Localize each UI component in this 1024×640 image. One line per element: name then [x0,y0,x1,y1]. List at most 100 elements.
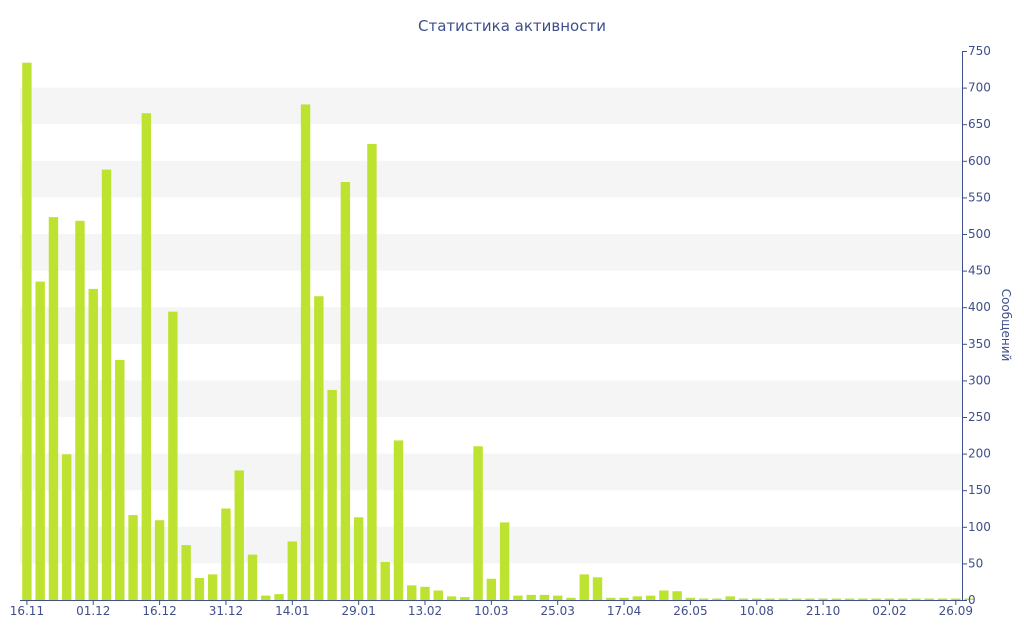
bar[interactable] [407,585,417,600]
y-tick-label: 350 [968,337,991,351]
bar[interactable] [752,598,762,600]
bar[interactable] [778,598,788,600]
y-tick-label: 600 [968,154,991,168]
bar[interactable] [473,446,483,600]
bar[interactable] [234,470,244,600]
y-axis-ticks: 0 50 100 150 200 250 300 350 400 450 500 550 600 650 7… [962,44,991,607]
bar[interactable] [964,598,974,600]
bar[interactable] [698,598,709,600]
bar[interactable] [446,596,457,600]
y-tick-label: 700 [968,81,991,95]
bar[interactable] [592,577,603,600]
bar[interactable] [513,595,523,600]
x-tick-label: 02.02 [872,604,906,618]
grid-band [20,160,962,198]
bar[interactable] [380,561,390,600]
x-tick-label: 10.03 [474,604,508,618]
bar[interactable] [725,596,735,600]
bar[interactable] [831,598,842,600]
bar[interactable] [911,598,921,600]
y-tick-label: 450 [968,264,991,278]
bar[interactable] [898,598,908,600]
bar[interactable] [22,62,32,600]
bar[interactable] [168,311,178,600]
bar[interactable] [539,594,550,600]
x-tick-label: 26.09 [939,604,973,618]
bar-series [22,62,974,601]
bar[interactable] [499,522,510,600]
y-tick-label: 150 [968,483,991,497]
bar[interactable] [433,590,443,600]
x-axis-ticks: 16.11 01.12 16.12 31.12 14.01 29.01 13.02 10.03… [10,600,973,618]
bar[interactable] [420,586,430,600]
grid-band [20,307,962,344]
bar[interactable] [659,590,669,600]
grid-bands [20,87,962,564]
bar[interactable] [818,598,828,600]
bar[interactable] [685,597,696,600]
bar[interactable] [141,113,152,600]
bar[interactable] [353,517,364,600]
bar[interactable] [393,440,404,600]
bar[interactable] [101,169,112,600]
bar[interactable] [553,595,563,600]
bar[interactable] [924,598,934,600]
y-tick-label: 650 [968,117,991,131]
y-tick-label: 50 [968,556,983,570]
bar[interactable] [154,520,165,600]
bar[interactable] [300,104,311,600]
x-tick-label: 25.03 [541,604,575,618]
y-tick-label: 250 [968,410,991,424]
x-tick-label: 26.05 [673,604,707,618]
bar[interactable] [48,217,59,600]
bar[interactable] [367,143,377,600]
bar[interactable] [884,598,895,600]
bar[interactable] [937,598,948,600]
bar[interactable] [486,578,497,600]
bar[interactable] [871,598,881,600]
x-tick-label: 01.12 [76,604,110,618]
bar[interactable] [35,281,45,600]
bar[interactable] [62,454,72,600]
bar[interactable] [712,598,722,600]
bar[interactable] [181,545,191,600]
bar[interactable] [606,597,616,600]
bar[interactable] [115,359,125,600]
bar[interactable] [579,574,589,600]
bar[interactable] [247,554,258,600]
bar[interactable] [327,389,337,600]
bar[interactable] [460,597,470,600]
bar[interactable] [632,596,643,600]
bar[interactable] [287,541,297,600]
y-tick-label: 500 [968,227,991,241]
grid-band [20,234,962,271]
bar[interactable] [619,597,629,600]
x-tick-label: 17.04 [607,604,641,618]
bar[interactable] [194,578,205,600]
bar[interactable] [128,515,138,600]
bar[interactable] [207,574,218,600]
x-tick-label: 13.02 [408,604,442,618]
x-tick-label: 14.01 [275,604,309,618]
bar[interactable] [951,598,961,600]
y-tick-label: 0 [968,593,976,607]
bar[interactable] [274,594,284,600]
bar[interactable] [765,598,775,600]
x-tick-label: 16.12 [142,604,176,618]
bar[interactable] [844,598,855,600]
bar[interactable] [221,508,231,601]
bar[interactable] [75,220,85,600]
bar[interactable] [805,598,815,600]
bar[interactable] [526,594,536,600]
bar[interactable] [858,598,868,600]
bar[interactable] [88,288,98,600]
bar[interactable] [314,296,324,600]
bar[interactable] [672,591,682,600]
bar[interactable] [566,597,576,600]
bar[interactable] [340,182,351,600]
bar[interactable] [645,595,656,600]
bar[interactable] [738,598,749,600]
bar[interactable] [261,595,271,600]
bar[interactable] [791,598,802,600]
